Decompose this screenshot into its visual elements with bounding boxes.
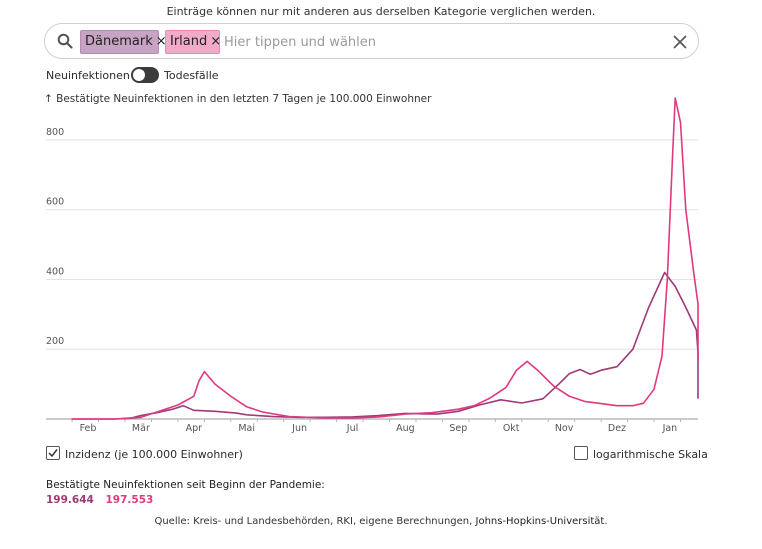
totals-title: Bestätigte Neuinfektionen seit Beginn de… xyxy=(46,479,325,491)
search-icon xyxy=(57,33,73,49)
toggle-knob xyxy=(133,69,145,81)
metric-toggle[interactable] xyxy=(131,67,159,83)
x-tick-label: Jun xyxy=(291,423,307,434)
log-scale-checkbox[interactable] xyxy=(574,446,588,460)
chip-daenemark: Dänemark × xyxy=(80,30,167,54)
remove-chip-icon[interactable]: × xyxy=(155,34,167,49)
toggle-label-infections: Neuinfektionen xyxy=(46,69,130,82)
x-tick-label: Aug xyxy=(396,423,415,434)
chip-label: Irland xyxy=(170,34,208,49)
log-scale-label: logarithmische Skala xyxy=(593,448,708,461)
clear-icon[interactable] xyxy=(670,32,690,52)
x-tick-label: Okt xyxy=(503,423,520,434)
source-note: Quelle: Kreis- und Landesbehörden, RKI, … xyxy=(0,516,762,527)
source-suffix: . xyxy=(604,516,608,527)
incidence-checkbox[interactable] xyxy=(46,446,60,460)
y-tick-label: 600 xyxy=(46,197,64,208)
x-tick-label: Sep xyxy=(449,423,467,434)
source-prefix: Quelle: Kreis- und Landesbehörden, RKI, … xyxy=(154,516,476,527)
x-tick-label: Dez xyxy=(608,423,626,434)
chip-label: Dänemark xyxy=(85,34,153,49)
comparison-hint: Einträge können nur mit anderen aus ders… xyxy=(166,5,596,18)
x-tick-label: Mär xyxy=(132,423,150,434)
y-tick-label: 200 xyxy=(46,336,64,347)
series-line-irland xyxy=(71,97,699,420)
search-input[interactable] xyxy=(224,32,644,52)
total-irland: 197.553 xyxy=(105,494,154,506)
x-tick-label: Jan xyxy=(662,423,678,434)
y-axis-title: ↑ Bestätigte Neuinfektionen in den letzt… xyxy=(44,93,432,105)
remove-chip-icon[interactable]: × xyxy=(210,34,222,49)
country-search[interactable]: Dänemark × Irland × xyxy=(44,23,699,59)
x-tick-label: Nov xyxy=(555,423,574,434)
toggle-label-deaths: Todesfälle xyxy=(164,69,219,82)
y-tick-label: 400 xyxy=(46,266,64,277)
source-link[interactable]: Johns-Hopkins-Universität xyxy=(475,516,605,527)
y-tick-label: 800 xyxy=(46,127,64,138)
totals: 199.644 197.553 xyxy=(46,494,161,506)
incidence-checkbox-label: Inzidenz (je 100.000 Einwohner) xyxy=(65,448,243,461)
chip-irland: Irland × xyxy=(165,30,222,54)
x-tick-label: Jul xyxy=(346,423,358,434)
total-daenemark: 199.644 xyxy=(46,494,94,506)
x-tick-label: Apr xyxy=(186,423,203,434)
x-tick-label: Mai xyxy=(238,423,255,434)
x-tick-label: Feb xyxy=(80,423,97,434)
series-line-dänemark xyxy=(71,271,699,420)
check-icon xyxy=(48,449,58,458)
